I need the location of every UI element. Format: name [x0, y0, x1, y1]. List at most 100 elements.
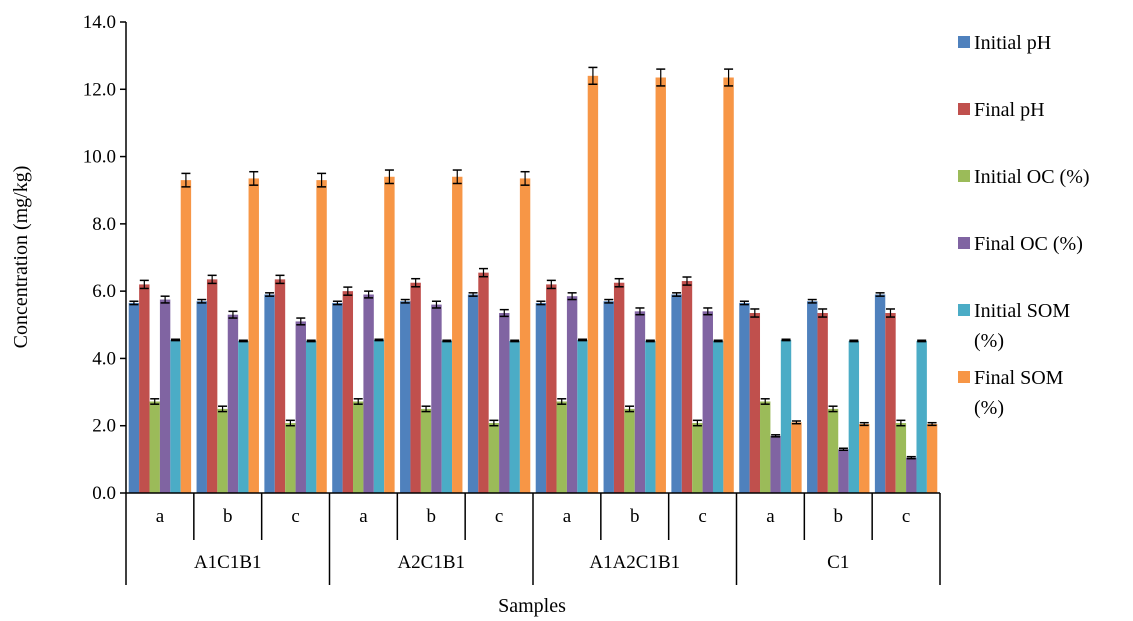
error-bar — [713, 339, 723, 343]
error-bar — [332, 300, 342, 306]
error-bar — [818, 308, 828, 318]
group-label: A2C1B1 — [397, 552, 465, 573]
bar — [655, 77, 666, 493]
error-bar — [275, 274, 285, 285]
bar — [519, 178, 531, 494]
bar — [488, 423, 500, 493]
bar — [400, 301, 411, 493]
bar — [624, 408, 635, 493]
legend-swatch — [958, 371, 970, 383]
bar — [180, 180, 192, 493]
bars — [128, 66, 938, 494]
bar — [916, 340, 927, 493]
legend-item: Initial OC (%) — [958, 166, 1090, 188]
legend: Initial pH Final pH Initial OC (%) Final OC… — [958, 32, 1090, 419]
bar — [420, 408, 432, 493]
error-bar — [682, 276, 692, 286]
error-bar — [197, 298, 207, 304]
error-bar — [265, 292, 275, 297]
bar — [509, 340, 520, 493]
error-bar — [567, 292, 577, 301]
y-tick-label: 10.0 — [83, 147, 116, 168]
category-label: a — [156, 506, 165, 527]
error-bar — [771, 434, 781, 438]
bar — [206, 279, 218, 493]
y-tick-label: 12.0 — [83, 79, 116, 100]
bar — [478, 272, 489, 493]
bar — [577, 339, 588, 493]
bar — [342, 291, 354, 493]
category-label: b — [223, 506, 233, 527]
bar — [373, 339, 385, 493]
error-bar — [875, 292, 885, 297]
error-bar — [557, 398, 567, 405]
error-bar — [452, 169, 462, 185]
bar — [906, 457, 917, 493]
y-tick-label: 2.0 — [92, 416, 116, 437]
error-bar — [828, 405, 838, 413]
error-bar — [296, 317, 306, 326]
error-bar — [129, 300, 139, 306]
bar — [499, 313, 510, 493]
bar — [603, 301, 614, 493]
legend-item: Final pH — [958, 99, 1045, 121]
category-label: a — [766, 506, 775, 527]
bar — [702, 311, 713, 493]
bar — [692, 423, 703, 493]
bar — [467, 294, 479, 493]
bar — [285, 423, 296, 493]
error-bar — [656, 68, 666, 87]
legend-label: Initial OC (%) — [974, 166, 1090, 188]
error-bar — [238, 339, 248, 343]
error-bar — [703, 307, 713, 316]
error-bar — [468, 292, 478, 297]
bar — [431, 304, 442, 493]
bar — [410, 282, 421, 493]
bar — [248, 178, 259, 494]
legend-label: Initial pH — [974, 32, 1051, 54]
bar — [723, 77, 734, 493]
y-tick-label: 4.0 — [92, 348, 116, 369]
bar — [452, 176, 463, 493]
error-bar — [317, 172, 327, 188]
category-label: c — [698, 506, 706, 527]
legend-label: Initial SOM (%) — [974, 300, 1070, 352]
legend-label: Final pH — [974, 99, 1045, 121]
bar — [926, 424, 938, 493]
error-bar — [218, 405, 228, 413]
error-bar — [431, 300, 441, 309]
error-bar — [625, 405, 635, 413]
category-label: b — [427, 506, 437, 527]
y-tick-label: 8.0 — [92, 214, 116, 235]
error-bar — [791, 420, 801, 425]
bar — [895, 423, 907, 493]
error-bar — [635, 307, 645, 316]
error-bar — [411, 277, 421, 288]
bar — [546, 284, 557, 493]
bar — [817, 313, 828, 493]
bar — [139, 284, 150, 493]
bar — [363, 294, 374, 493]
error-bar — [306, 339, 316, 343]
bar — [613, 282, 625, 493]
error-bar — [917, 339, 927, 343]
bar — [149, 401, 160, 493]
y-tick-label: 0.0 — [92, 483, 116, 504]
error-bar — [353, 398, 363, 405]
bar — [681, 281, 693, 493]
bar — [305, 340, 317, 493]
bar — [848, 340, 860, 493]
error-bar — [578, 338, 588, 342]
category-label: a — [359, 506, 368, 527]
error-bar — [750, 308, 760, 318]
bar — [838, 449, 849, 493]
bar — [128, 302, 140, 493]
bar — [170, 339, 181, 493]
error-bar — [160, 295, 170, 304]
error-bar — [927, 421, 937, 427]
bar — [634, 311, 646, 493]
legend-item: Final OC (%) — [958, 233, 1083, 255]
error-bar — [760, 398, 770, 405]
bar — [217, 408, 228, 493]
group-label: C1 — [827, 552, 849, 573]
